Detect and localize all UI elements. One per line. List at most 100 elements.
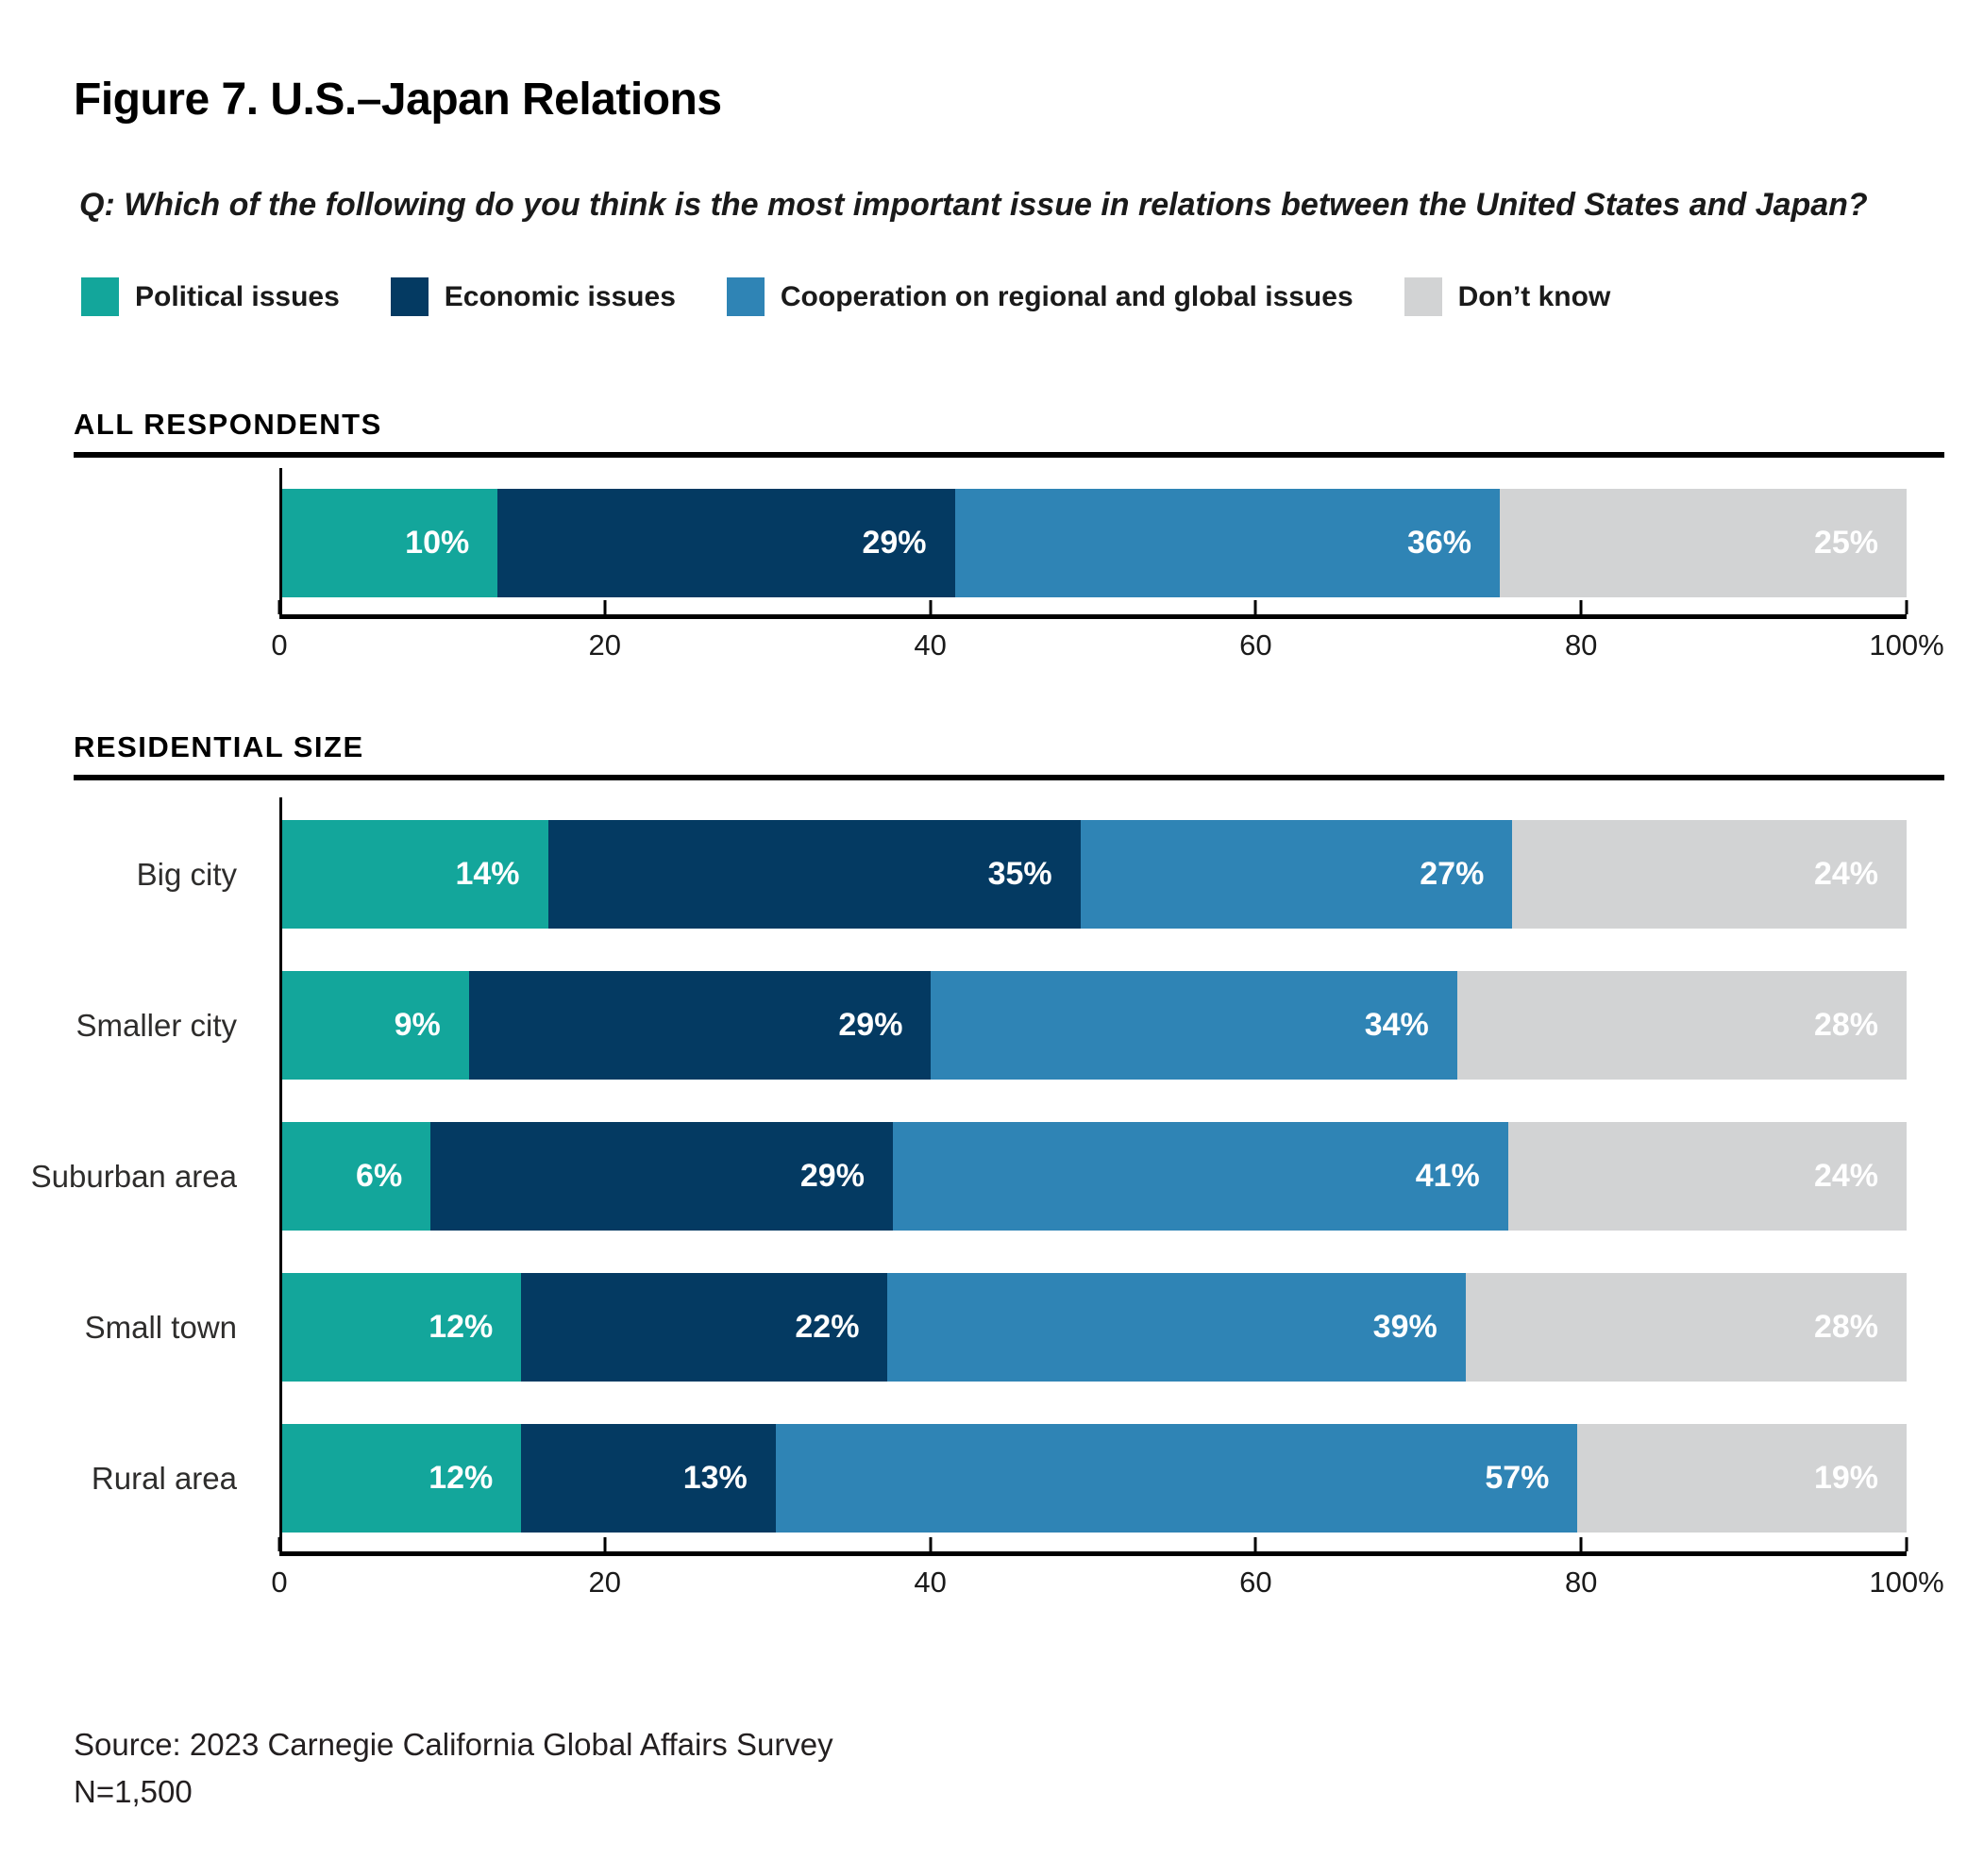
bar-segment-value-label: 28% [1813,1007,1878,1043]
bar-segment: 36% [954,489,1500,597]
bar-segment: 24% [1512,820,1907,929]
x-tick-label-area: 0 20 40 60 80 100% [271,1566,1943,1601]
bar-segment: 29% [430,1122,893,1231]
bar-segment: 19% [1577,1424,1907,1533]
axis-tick [603,600,607,614]
bar-segment: 14% [279,820,548,929]
bar-segment-value-label: 29% [838,1007,903,1043]
bar-segment-value-label: 12% [429,1460,494,1496]
axis-tick-label: 20 [588,1566,622,1599]
bar-segment: 24% [1507,1122,1907,1231]
axis-tick-label: 60 [1239,628,1272,662]
bar-segment-value-label: 28% [1813,1309,1878,1345]
sample-size: N=1,500 [74,1774,193,1809]
x-tick-labels: 0 20 40 60 80 100% [74,1566,1943,1601]
bar-segment: 13% [521,1424,776,1533]
axis-tick-label: 40 [914,1566,947,1599]
legend-item: Economic issues [390,277,676,316]
x-axis-spacer [74,614,279,619]
bar-segment-value-label: 22% [795,1309,860,1345]
bar-segment-value-label: 27% [1420,856,1485,892]
bar-segment-value-label: 24% [1813,1158,1878,1194]
axis-tick-label: 0 [271,628,288,662]
y-axis-line [279,797,282,1551]
bar-row: 10% 29% 36% 25% [74,489,1907,597]
legend-item: Cooperation on regional and global issue… [726,277,1353,316]
bar-segment-value-label: 34% [1364,1007,1429,1043]
bar-segment: 57% [775,1424,1578,1533]
axis-tick-label: 60 [1239,1566,1272,1599]
axis-tick [1905,600,1908,614]
axis-tick [277,1537,281,1551]
plot-area: Big city 14% 35% 27% 24% Smaller city 9% 29% 34%… [30,797,1907,1551]
bar-segment-value-label: 25% [1813,525,1878,561]
row-label: Rural area [91,1460,237,1496]
section-header-all-respondents: ALL RESPONDENTS [74,408,382,441]
legend-swatch [81,277,119,316]
legend-label: Political issues [135,280,340,312]
axis-tick-label: 20 [588,628,622,662]
bar-segment-value-label: 41% [1415,1158,1480,1194]
bar-segment-value-label: 12% [429,1309,494,1345]
row-label: Small town [84,1309,237,1345]
bar-segment: 29% [497,489,955,597]
section-header-residential-size: RESIDENTIAL SIZE [74,730,364,763]
bar-segment-value-label: 19% [1813,1460,1878,1496]
bar-segment: 35% [547,820,1081,929]
bar-segment-value-label: 6% [356,1158,403,1194]
bar-segment-value-label: 14% [455,856,520,892]
legend-label: Cooperation on regional and global issue… [780,280,1353,312]
bar-segment: 41% [892,1122,1508,1231]
bar-row: Small town 12% 22% 39% 28% [74,1273,1907,1382]
legend-item: Don’t know [1404,277,1611,316]
x-tick-label-area: 0 20 40 60 80 100% [271,628,1943,664]
source-block: Source: 2023 Carnegie California Global … [74,1721,1967,1816]
stacked-bar: 9% 29% 34% 28% [279,971,1907,1080]
stacked-bar: 14% 35% 27% 24% [279,820,1907,929]
x-axis-line [277,600,1908,619]
row-label: Suburban area [30,1158,237,1194]
legend-item: Political issues [81,277,340,316]
bar-segment: 27% [1080,820,1513,929]
bar-segment-value-label: 57% [1485,1460,1550,1496]
chart-all-respondents: 10% 29% 36% 25% 0 20 40 60 80 100% [74,468,1944,664]
bar-segment: 10% [279,489,498,597]
axis-tick [1905,1537,1908,1551]
row-label: Big city [136,856,237,892]
bar-segment: 29% [468,971,932,1080]
x-tick-labels: 0 20 40 60 80 100% [74,628,1943,664]
bar-segment-value-label: 13% [682,1460,748,1496]
stacked-bar: 12% 13% 57% 19% [279,1424,1907,1533]
x-axis [74,1537,1908,1556]
stacked-bar: 6% 29% 41% 24% [279,1122,1907,1231]
bar-segment: 22% [521,1273,888,1382]
axis-tick-label: 40 [914,628,947,662]
x-axis [74,600,1908,619]
axis-tick-label: 100% [1869,1566,1944,1599]
axis-tick-label: 100% [1869,628,1944,662]
bar-segment: 28% [1465,1273,1907,1382]
legend-label: Don’t know [1457,280,1611,312]
bar-segment: 34% [931,971,1457,1080]
y-axis-line [279,468,282,614]
section-rule [74,775,1944,780]
bar-segment: 12% [279,1273,522,1382]
bar-segment: 25% [1500,489,1907,597]
bar-segment: 6% [279,1122,431,1231]
axis-tick [603,1537,607,1551]
bar-segment: 28% [1456,971,1907,1080]
survey-question: Q: Which of the following do you think i… [79,187,1868,223]
bar-segment-value-label: 35% [987,856,1052,892]
axis-tick [1579,1537,1583,1551]
section-rule [74,452,1944,458]
bar-row: Smaller city 9% 29% 34% 28% [74,971,1907,1080]
bar-segment: 9% [279,971,469,1080]
bar-segment: 12% [279,1424,522,1533]
bar-segment-value-label: 10% [405,525,470,561]
axis-tick [929,1537,933,1551]
stacked-bar: 12% 22% 39% 28% [279,1273,1907,1382]
x-axis-line [277,1537,1908,1556]
axis-tick-label: 0 [271,1566,288,1599]
x-axis-spacer [74,1551,279,1556]
